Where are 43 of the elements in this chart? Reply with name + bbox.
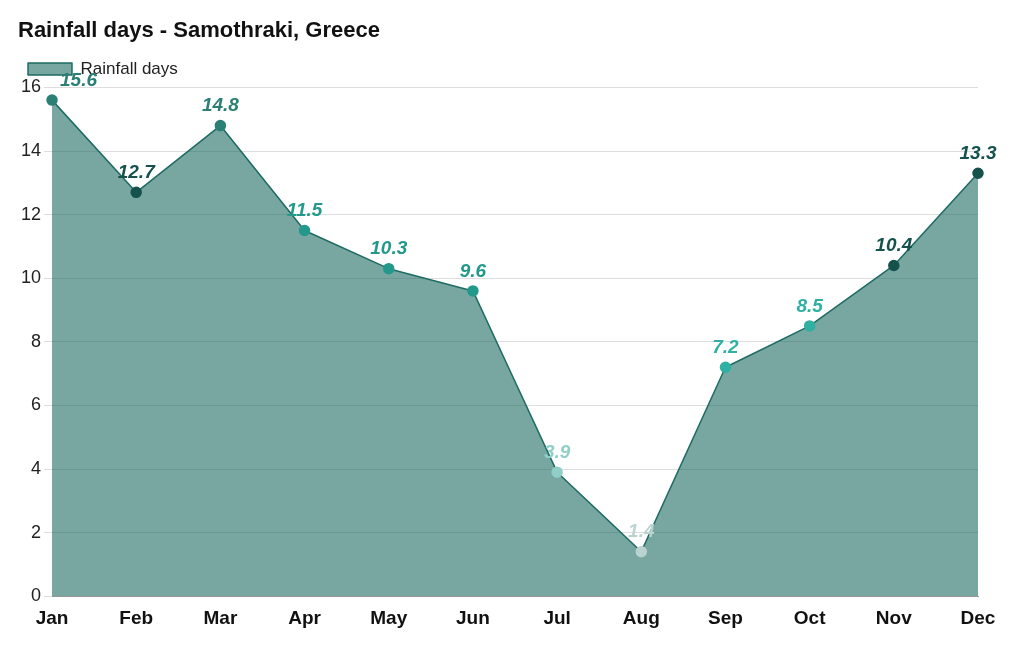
data-label: 12.7 xyxy=(117,161,157,183)
x-tick-label: Dec xyxy=(960,606,996,628)
y-tick-label: 8 xyxy=(31,330,42,351)
point xyxy=(214,119,227,132)
x-tick-label: Feb xyxy=(119,606,154,628)
data-label: 10.4 xyxy=(875,234,913,256)
y-tick-label: 10 xyxy=(20,267,42,288)
x-tick-label: Oct xyxy=(793,606,827,628)
x-tick-label: Aug xyxy=(622,606,660,628)
y-tick-label: 2 xyxy=(31,521,42,542)
point xyxy=(130,186,142,199)
y-tick-label: 0 xyxy=(31,585,42,606)
y-tick-label: 16 xyxy=(20,76,42,97)
point xyxy=(972,167,984,180)
x-tick-label: Jul xyxy=(543,606,571,628)
x-tick-label: Mar xyxy=(203,606,238,628)
point xyxy=(719,361,732,373)
x-tick-label: Nov xyxy=(875,606,913,628)
point xyxy=(298,224,311,237)
y-tick-label: 14 xyxy=(20,139,42,160)
x-tick-label: Jun xyxy=(456,606,490,628)
point xyxy=(46,94,58,106)
data-label: 9.6 xyxy=(459,259,487,281)
point xyxy=(803,320,816,332)
point xyxy=(467,285,479,297)
data-label: 14.8 xyxy=(201,94,240,116)
data-label: 13.3 xyxy=(959,141,997,163)
y-tick-label: 4 xyxy=(31,457,42,478)
chart-title: Rainfall days - Samothraki, Greece xyxy=(18,17,380,43)
x-tick-label: Jan xyxy=(35,606,69,628)
point xyxy=(382,262,395,275)
data-label: 8.5 xyxy=(796,294,824,316)
data-label: 11.5 xyxy=(286,199,323,221)
data-label: 10.3 xyxy=(370,237,408,259)
x-tick-label: Apr xyxy=(288,606,322,628)
data-label: 7.2 xyxy=(712,335,740,357)
y-tick-label: 12 xyxy=(20,203,42,224)
x-tick-label: Sep xyxy=(708,606,743,628)
y-tick-label: 6 xyxy=(31,394,42,415)
point xyxy=(888,259,900,272)
x-tick-label: May xyxy=(370,606,408,628)
point xyxy=(635,545,648,558)
point xyxy=(551,466,563,478)
